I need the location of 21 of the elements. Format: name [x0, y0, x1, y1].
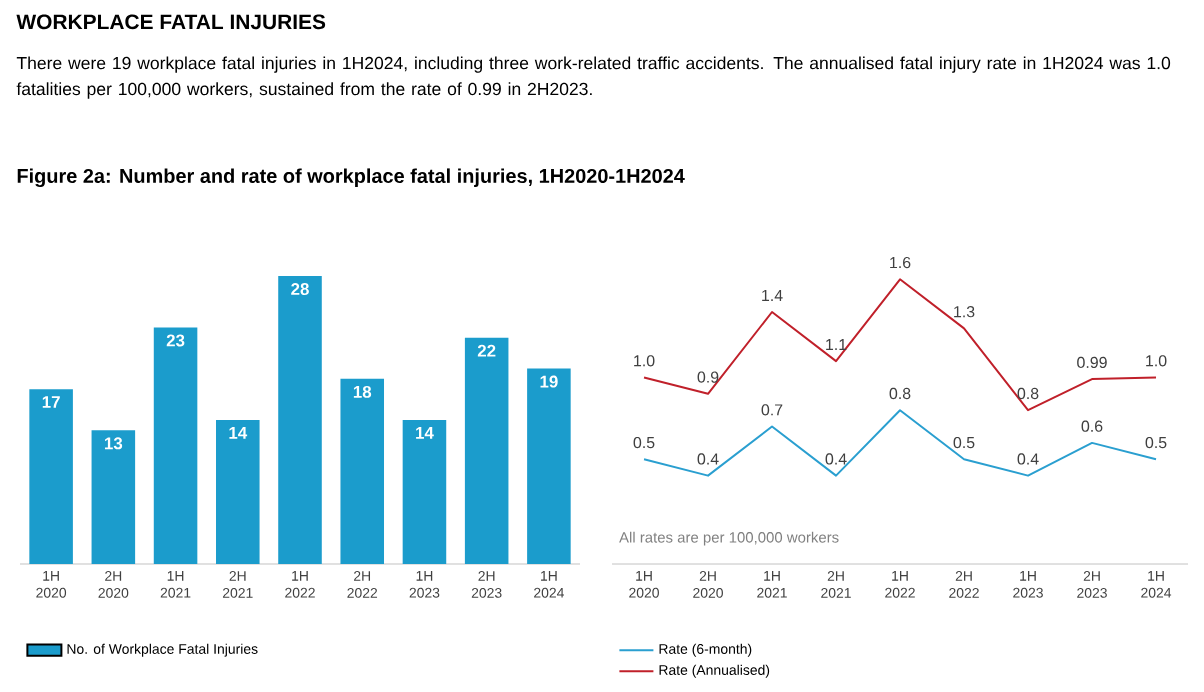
bar — [153, 327, 198, 564]
bar — [278, 275, 322, 564]
caption: Figure 2a: Number and rate of workplace fatal injuries, 1H2020-1H2024 — [17, 168, 685, 188]
chart-subtitle: There were 19 workplace fatal injuries in 1H2024, including three work-related traffic accidents. The annualised fatal injury rate in 1H2024 was 1.0 fatalities per 100,000 workers, sustained from the rate of 0.99 in 2H2023. — [16, 56, 1171, 99]
bar — [91, 430, 136, 564]
bar — [527, 368, 571, 564]
data-label: 28 — [291, 283, 309, 296]
bar — [340, 378, 385, 564]
chart-title: WORKPLACE FATAL INJURIES — [16, 14, 326, 30]
bar — [464, 337, 509, 564]
data-label: 22 — [477, 344, 496, 357]
bar — [216, 419, 260, 564]
data-label: 19 — [540, 375, 558, 388]
bar — [402, 419, 447, 564]
data-label: 14 — [416, 427, 434, 439]
data-label: 23 — [166, 334, 185, 347]
data-label: 17 — [42, 396, 60, 408]
bar — [29, 389, 73, 564]
data-label: 14 — [229, 427, 248, 439]
data-label: 13 — [104, 437, 123, 450]
data-label: 18 — [353, 385, 372, 398]
